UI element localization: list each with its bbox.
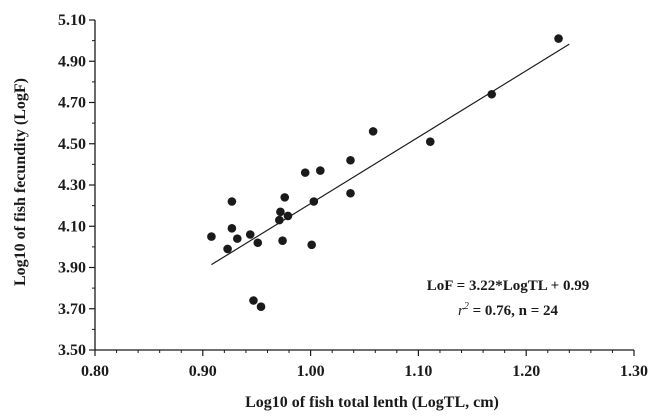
r-squared-exponent: 2 [464, 301, 469, 312]
data-point [227, 197, 237, 206]
data-point [346, 155, 355, 165]
y-tick-label: 4.70 [58, 95, 86, 112]
data-point [487, 89, 497, 99]
x-tick-label: 1.00 [297, 363, 325, 380]
regression-equation: LoF = 3.22*LogTL + 0.99 [427, 278, 589, 294]
data-point [227, 224, 237, 233]
x-axis-title: Log10 of fish total lenth (LogTL, cm) [245, 394, 499, 411]
data-point [256, 302, 266, 311]
y-tick-label: 3.50 [58, 342, 86, 359]
y-tick-label: 4.50 [58, 136, 86, 153]
x-tick-label: 1.20 [512, 363, 540, 380]
data-point [278, 236, 287, 245]
data-point [280, 193, 290, 202]
data-point [275, 215, 284, 225]
data-point [316, 166, 325, 175]
y-tick-label: 4.10 [58, 218, 86, 235]
x-axis-ticks: 0.80 0.90 1.00 1.10 1.20 1.30 [81, 350, 648, 380]
data-point [207, 232, 216, 241]
data-point [307, 240, 316, 250]
data-point [232, 234, 242, 243]
y-axis-title: Log10 of fish fecundity (LogF) [12, 78, 29, 286]
data-point [249, 296, 258, 305]
data-point [283, 211, 293, 221]
y-tick-label: 4.90 [58, 53, 86, 70]
data-point [276, 207, 285, 217]
data-point [346, 188, 355, 198]
x-tick-label: 1.10 [404, 363, 432, 380]
data-points [207, 34, 563, 311]
data-point [245, 230, 255, 239]
y-axis-ticks: 3.50 3.70 3.90 4.10 4.30 4.50 4.70 4.90 5.10 [58, 12, 95, 359]
y-tick-label: 3.90 [58, 260, 86, 277]
r-squared-symbol: r [458, 303, 464, 319]
x-tick-label: 1.30 [620, 363, 648, 380]
regression-trendline [211, 43, 570, 266]
y-tick-label: 4.30 [58, 177, 86, 194]
x-tick-label: 0.80 [81, 363, 109, 380]
x-tick-label: 0.90 [189, 363, 217, 380]
data-point [300, 168, 310, 177]
y-tick-label: 3.70 [58, 301, 86, 318]
data-point [309, 197, 319, 206]
regression-statistics: r2 = 0.76, n = 24 [458, 301, 559, 319]
data-point [253, 238, 263, 248]
data-point [368, 127, 378, 136]
y-tick-label: 5.10 [58, 12, 86, 29]
data-point [554, 34, 563, 43]
data-point [223, 244, 232, 254]
data-point [425, 137, 435, 146]
r-squared-value: = 0.76, n = 24 [469, 303, 559, 319]
